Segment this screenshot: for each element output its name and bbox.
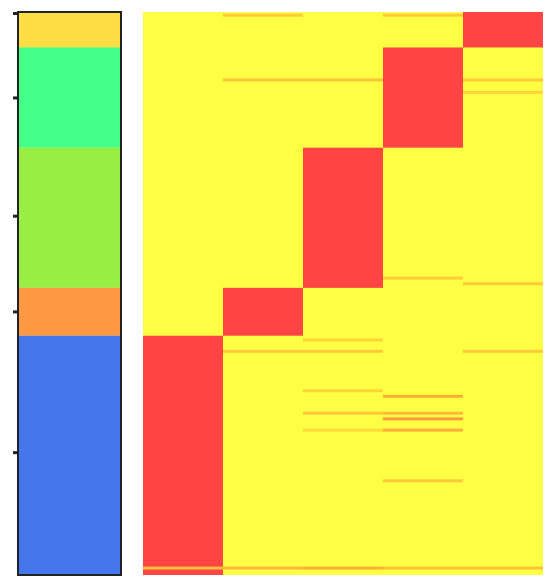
heatmap-stripe-2 — [223, 78, 303, 82]
group-bar-segment-0 — [18, 12, 121, 48]
heatmap-cluster-block-3 — [223, 287, 303, 336]
heatmap-stripe-24 — [143, 566, 223, 570]
heatmap-stripe-1 — [383, 13, 463, 17]
group-bar-segment-3 — [18, 287, 121, 336]
heatmap-stripe-18 — [303, 428, 383, 432]
heatmap-stripe-12 — [303, 389, 383, 393]
heatmap-stripe-0 — [223, 13, 303, 17]
heatmap-stripe-5 — [463, 90, 543, 94]
heatmap-cluster-block-1 — [383, 47, 463, 148]
heatmap-stripe-19 — [383, 479, 463, 483]
heatmap-stripe-21 — [303, 566, 383, 570]
heatmap-stripe-15 — [383, 411, 463, 415]
group-bar-segment-2 — [18, 147, 121, 288]
heatmap-stripe-17 — [383, 428, 463, 432]
heatmap-stripe-8 — [303, 338, 383, 342]
heatmap-stripe-10 — [303, 349, 383, 353]
group-bar-segment-1 — [18, 47, 121, 148]
heatmap-stripe-20 — [223, 566, 303, 570]
heatmap-stripe-22 — [383, 566, 463, 570]
heatmap-stripe-7 — [463, 282, 543, 286]
group-bar-frame — [17, 11, 122, 576]
heatmap-stripe-16 — [383, 417, 463, 421]
heatmap-cluster-block-2 — [303, 147, 383, 288]
heatmap-stripe-23 — [463, 566, 543, 570]
heatmap-stripe-3 — [303, 78, 383, 82]
heatmap-stripe-9 — [223, 349, 303, 353]
heatmap-stripe-11 — [463, 349, 543, 353]
heatmap-stripe-6 — [383, 276, 463, 280]
heatmap-stripe-4 — [463, 78, 543, 82]
heatmap-stripe-14 — [303, 411, 383, 415]
heatmap-cluster-block-0 — [463, 12, 543, 48]
group-bar-segment-4 — [18, 335, 121, 575]
heatmap-cluster-block-4 — [143, 335, 223, 575]
heatmap-stripe-13 — [383, 394, 463, 398]
